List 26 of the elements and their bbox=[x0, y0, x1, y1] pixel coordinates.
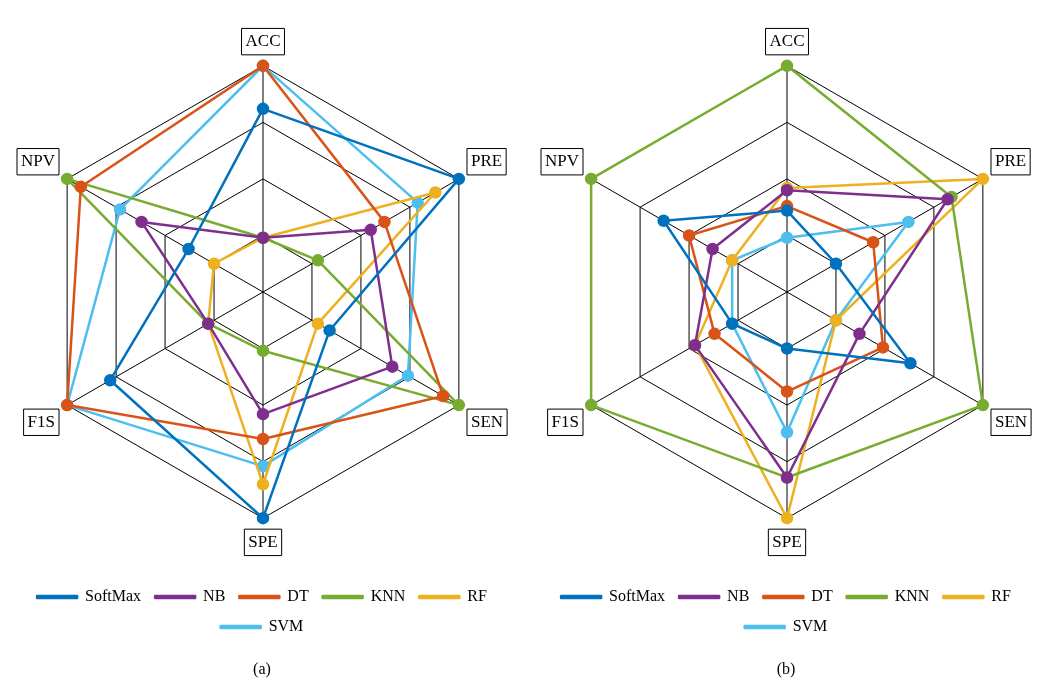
spoke-label: SPE bbox=[772, 531, 802, 551]
legend-label: NB bbox=[727, 587, 750, 605]
spoke-label: SEN bbox=[994, 411, 1028, 431]
legend-label: KNN bbox=[370, 587, 406, 605]
legend-label: DT bbox=[811, 587, 833, 605]
text: (b) bbox=[775, 660, 797, 678]
spoke-label: F1S bbox=[551, 411, 580, 431]
text: (a) bbox=[252, 660, 272, 678]
spoke-label: F1S bbox=[27, 411, 56, 431]
spoke-label: NPV bbox=[20, 151, 56, 171]
spoke-label: PRE bbox=[470, 151, 503, 171]
legend-label: SVM bbox=[792, 617, 828, 635]
spoke-label: SEN bbox=[470, 411, 504, 431]
spoke-label: NPV bbox=[544, 151, 580, 171]
legend-label: RF bbox=[991, 587, 1011, 605]
legend-label: DT bbox=[287, 587, 309, 605]
spoke-label: ACC bbox=[245, 31, 281, 51]
legend-label: RF bbox=[467, 587, 487, 605]
legend-label: SVM bbox=[268, 617, 304, 635]
legend-label: NB bbox=[203, 587, 226, 605]
spoke-label: SPE bbox=[248, 531, 278, 551]
legend-label: KNN bbox=[894, 587, 930, 605]
legend-label: SoftMax bbox=[609, 587, 666, 605]
spoke-label: PRE bbox=[994, 151, 1027, 171]
spoke-label: ACC bbox=[769, 31, 805, 51]
legend-label: SoftMax bbox=[85, 587, 142, 605]
